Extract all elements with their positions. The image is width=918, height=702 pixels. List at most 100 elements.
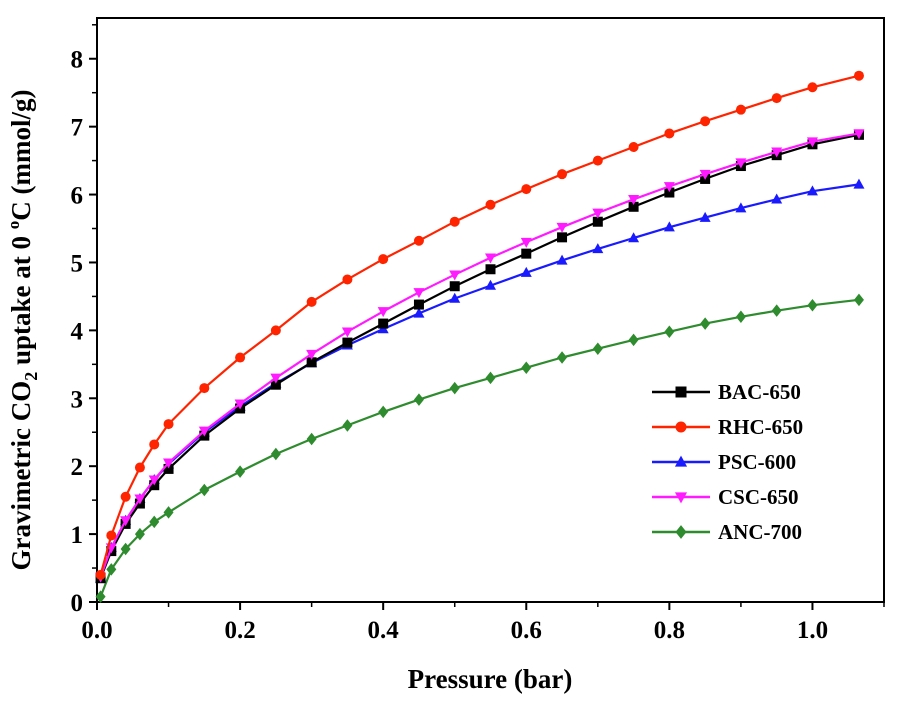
y-axis-title-part3: C (mmol/g): [6, 90, 36, 221]
data-point-RHC-650: [735, 104, 746, 115]
data-point-ANC-700: [664, 325, 675, 338]
plot-area: [96, 17, 885, 603]
data-point-RHC-650: [521, 184, 532, 195]
data-point-BAC-650: [557, 232, 568, 243]
data-point-ANC-700: [413, 393, 424, 406]
y-axis-title-subscript: 2: [21, 372, 41, 381]
data-point-ANC-700: [163, 506, 174, 519]
data-point-RHC-650: [592, 155, 603, 166]
series-layer: [95, 70, 865, 603]
legend-label: BAC-650: [718, 380, 801, 404]
data-point-RHC-650: [628, 142, 639, 153]
series-CSC-650: [95, 129, 865, 583]
data-point-RHC-650: [120, 491, 131, 502]
data-point-BAC-650: [342, 337, 353, 348]
y-tick-label: 5: [71, 250, 84, 277]
data-point-BAC-650: [485, 264, 496, 275]
x-axis-title: Pressure (bar): [408, 664, 573, 694]
data-point-BAC-650: [664, 187, 675, 198]
data-point-ANC-700: [106, 563, 117, 576]
y-axis-title: Gravimetric CO2 uptake at 0 oC (mmol/g): [4, 90, 41, 571]
data-point-BAC-650: [270, 379, 281, 390]
data-point-BAC-650: [592, 216, 603, 227]
data-point-BAC-650: [378, 318, 389, 329]
data-point-ANC-700: [306, 432, 317, 446]
data-point-CSC-650: [413, 288, 425, 299]
data-point-CSC-650: [735, 158, 747, 169]
data-point-PSC-600: [449, 292, 461, 303]
data-point-ANC-700: [270, 447, 281, 461]
data-point-RHC-650: [199, 383, 210, 394]
data-point-ANC-700: [120, 542, 131, 556]
data-point-CSC-650: [771, 147, 783, 158]
data-point-CSC-650: [556, 222, 568, 233]
x-tick-label: 0.6: [511, 617, 542, 644]
data-point-CSC-650: [134, 494, 146, 505]
legend-label: RHC-650: [718, 415, 803, 439]
data-point-ANC-700: [95, 590, 106, 603]
legend-item-ANC-700: ANC-700: [652, 520, 802, 544]
series-ANC-700: [95, 293, 864, 603]
data-point-CSC-650: [234, 399, 246, 410]
data-point-ANC-700: [853, 293, 864, 307]
data-point-PSC-600: [806, 185, 818, 196]
data-point-PSC-600: [735, 202, 747, 213]
data-point-RHC-650: [449, 216, 460, 227]
data-point-ANC-700: [134, 527, 145, 541]
series-line-CSC-650: [99, 132, 860, 578]
data-point-ANC-700: [378, 405, 389, 419]
series-BAC-650: [95, 129, 864, 584]
series-RHC-650: [95, 70, 864, 580]
data-point-RHC-650: [134, 462, 145, 473]
data-point-RHC-650: [306, 296, 317, 307]
data-point-PSC-600: [699, 211, 711, 222]
legend-item-BAC-650: BAC-650: [652, 380, 801, 404]
data-point-PSC-600: [556, 254, 568, 265]
data-point-BAC-650: [628, 201, 639, 212]
data-point-ANC-700: [449, 381, 460, 395]
data-point-RHC-650: [163, 419, 174, 430]
x-tick-label: 0.4: [368, 617, 400, 644]
data-point-RHC-650: [557, 169, 568, 180]
data-point-ANC-700: [557, 351, 568, 364]
y-tick-label: 4: [71, 318, 84, 345]
data-point-PSC-600: [413, 307, 425, 318]
data-point-CSC-650: [592, 208, 604, 219]
data-point-ANC-700: [700, 317, 711, 330]
data-point-PSC-600: [592, 243, 604, 254]
legend-item-CSC-650: CSC-650: [652, 485, 799, 509]
data-point-PSC-600: [520, 266, 532, 277]
data-point-ANC-700: [735, 310, 746, 324]
data-point-CSC-650: [148, 475, 160, 486]
data-point-RHC-650: [342, 274, 353, 285]
y-tick-label: 7: [71, 115, 84, 142]
y-tick-label: 1: [71, 522, 84, 549]
data-point-CSC-650: [449, 270, 461, 281]
y-tick-label: 3: [71, 386, 84, 413]
data-point-CSC-650: [628, 195, 640, 206]
legend-label: ANC-700: [718, 520, 802, 544]
y-tick-label: 8: [71, 47, 84, 74]
data-point-RHC-650: [771, 93, 782, 104]
data-point-RHC-650: [270, 325, 281, 336]
plot-frame: [96, 17, 885, 603]
legend-marker: [675, 421, 687, 433]
data-point-BAC-650: [521, 248, 532, 259]
data-point-RHC-650: [149, 439, 160, 450]
legend-marker: [674, 492, 688, 504]
data-point-ANC-700: [628, 333, 639, 347]
data-point-ANC-700: [771, 304, 782, 317]
data-point-RHC-650: [106, 530, 117, 541]
data-point-CSC-650: [163, 458, 175, 469]
data-point-PSC-600: [771, 193, 783, 204]
data-point-ANC-700: [485, 371, 496, 385]
data-point-CSC-650: [270, 373, 282, 384]
data-point-RHC-650: [485, 199, 496, 210]
axes-layer: 0.0 0.2 0.4 0.6 0.8 1.0 0 1 2 3 4 5 6 7 8: [71, 24, 885, 644]
data-point-RHC-650: [378, 254, 389, 265]
data-point-RHC-650: [664, 128, 675, 139]
y-tick-label: 0: [71, 590, 84, 617]
y-axis-title-part2: uptake at 0: [6, 229, 36, 372]
y-tick-label: 2: [71, 454, 84, 481]
